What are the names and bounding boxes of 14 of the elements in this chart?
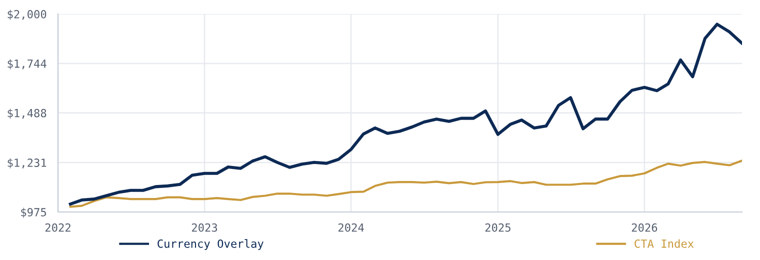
line-series [69,160,742,208]
x-tick-label: 2023 [192,223,218,232]
legend-label: CTA Index [634,239,694,248]
x-tick-label: 2024 [338,223,364,232]
x-tick-label: 2025 [485,223,510,232]
x-tick-label: 2022 [45,223,70,232]
x-tick-label: 2026 [632,223,658,232]
y-tick-label: $1,488 [8,108,46,119]
y-tick-label: $2,000 [8,10,46,20]
line-series [68,22,742,206]
y-tick-label: $1,231 [8,158,46,168]
legend-label: Currency Overlay [158,239,264,250]
y-tick-label: $975 [21,208,46,218]
y-tick-label: $1,744 [8,59,46,70]
